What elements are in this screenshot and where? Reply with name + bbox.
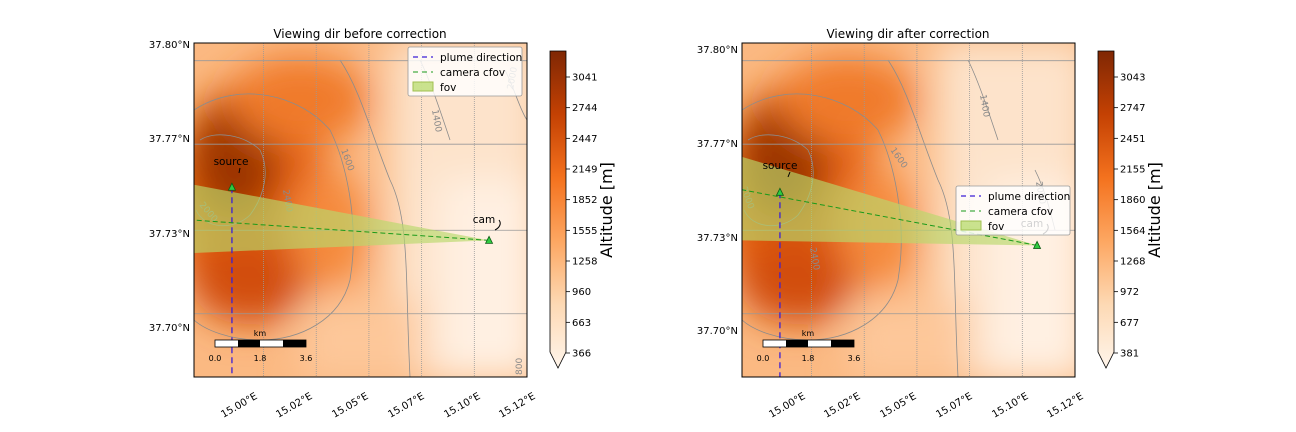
scalebar-unit: km bbox=[802, 329, 815, 338]
terrain-map: 1400 1600 2000 2400 2000 source cam km 0… bbox=[742, 43, 1075, 377]
lat-tick-label: 37.70°N bbox=[697, 326, 738, 337]
legend: plume direction camera cfov fov bbox=[955, 185, 1071, 236]
lat-tick-label: 37.80°N bbox=[149, 40, 190, 51]
lon-tick-label: 15.00°E bbox=[767, 391, 807, 421]
lon-tick-label: 15.00°E bbox=[219, 391, 259, 421]
contour-label: 800 bbox=[515, 358, 525, 375]
lat-tick-label: 37.77°N bbox=[149, 134, 190, 145]
scalebar-label: 0.0 bbox=[757, 354, 770, 363]
colorbar-tick-label: 960 bbox=[572, 287, 591, 298]
colorbar-tick-label: 677 bbox=[1120, 318, 1139, 329]
lat-tick-label: 37.77°N bbox=[697, 139, 738, 150]
source-marker bbox=[227, 182, 237, 191]
contour-label: 1400 bbox=[977, 94, 991, 119]
colorbar-tick-label: 2747 bbox=[1120, 103, 1145, 114]
lat-tick-label: 37.80°N bbox=[697, 45, 738, 56]
map-panel-before: Viewing dir before correction 14 bbox=[149, 27, 616, 421]
annotation-arrow bbox=[787, 171, 791, 178]
legend-item: camera cfov bbox=[440, 67, 505, 79]
colorbar: 3043 2747 2451 2155 1860 1564 1268 972 677 381 Al… bbox=[1097, 50, 1164, 369]
scalebar-label: 1.8 bbox=[802, 354, 815, 363]
contour-label: 1400 bbox=[429, 109, 443, 134]
colorbar-tick-label: 3041 bbox=[572, 73, 597, 84]
scalebar-unit: km bbox=[254, 329, 267, 338]
source-marker bbox=[775, 187, 785, 196]
colorbar-tick-label: 2149 bbox=[572, 165, 597, 176]
scale-bar: km 0.0 1.8 3.6 bbox=[757, 329, 861, 363]
scalebar-label: 3.6 bbox=[848, 354, 861, 363]
camera-marker bbox=[1032, 240, 1042, 249]
lat-tick-label: 37.73°N bbox=[697, 233, 738, 244]
colorbar-label: Altitude [m] bbox=[1145, 162, 1164, 258]
colorbar-tick-label: 663 bbox=[572, 318, 591, 329]
legend-item: fov bbox=[440, 82, 456, 94]
camera-marker bbox=[484, 235, 494, 244]
scalebar-label: 3.6 bbox=[300, 354, 313, 363]
scale-bar: km 0.0 1.8 3.6 bbox=[209, 329, 313, 363]
colorbar-label: Altitude [m] bbox=[597, 162, 616, 258]
colorbar-tick-label: 381 bbox=[1120, 349, 1139, 360]
lon-tick-label: 15.12°E bbox=[1045, 391, 1085, 421]
lon-tick-label: 15.05°E bbox=[878, 391, 918, 421]
lon-tick-label: 15.02°E bbox=[822, 391, 862, 421]
terrain-map: 1400 1600 2000 2400 2000 800 source cam … bbox=[194, 43, 527, 377]
lon-tick-label: 15.07°E bbox=[934, 391, 974, 421]
panel-title: Viewing dir before correction bbox=[273, 27, 446, 41]
legend: plume direction camera cfov fov bbox=[407, 46, 523, 97]
panel-title: Viewing dir after correction bbox=[826, 27, 989, 41]
colorbar-tick-label: 2155 bbox=[1120, 165, 1145, 176]
scalebar-label: 0.0 bbox=[209, 354, 222, 363]
colorbar: 3041 2744 2447 2149 1852 1555 1258 960 663 366 Al… bbox=[549, 50, 616, 369]
lat-tick-label: 37.73°N bbox=[149, 229, 190, 240]
camera-cfov-line bbox=[194, 219, 490, 241]
lon-tick-label: 15.12°E bbox=[497, 391, 537, 421]
colorbar-tick-label: 1555 bbox=[572, 226, 597, 237]
scalebar-label: 1.8 bbox=[254, 354, 267, 363]
axes-frame bbox=[193, 42, 528, 378]
axes-frame bbox=[741, 42, 1076, 378]
annotation-arrow bbox=[238, 167, 241, 174]
colorbar-tick-label: 1852 bbox=[572, 195, 597, 206]
lat-tick-label: 37.70°N bbox=[149, 323, 190, 334]
lon-tick-label: 15.10°E bbox=[442, 391, 482, 421]
colorbar-tick-label: 1564 bbox=[1120, 226, 1145, 237]
fov-area bbox=[194, 184, 490, 254]
colorbar-tick-label: 2451 bbox=[1120, 134, 1145, 145]
contour-label: 2400 bbox=[807, 247, 821, 272]
source-label: source bbox=[214, 156, 249, 168]
colorbar-tick-label: 1268 bbox=[1120, 257, 1145, 268]
lon-tick-label: 15.07°E bbox=[386, 391, 426, 421]
legend-item: plume direction bbox=[988, 191, 1070, 203]
lon-tick-label: 15.05°E bbox=[330, 391, 370, 421]
map-panel-after: Viewing dir after correction 140 bbox=[697, 27, 1164, 421]
lon-tick-label: 15.10°E bbox=[990, 391, 1030, 421]
legend-item: plume direction bbox=[440, 52, 522, 64]
colorbar-tick-label: 1860 bbox=[1120, 195, 1145, 206]
camera-cfov-line bbox=[742, 189, 1038, 246]
legend-item: fov bbox=[988, 221, 1004, 233]
colorbar-tick-label: 2744 bbox=[572, 103, 597, 114]
colorbar-tick-label: 972 bbox=[1120, 287, 1139, 298]
lon-tick-label: 15.02°E bbox=[274, 391, 314, 421]
colorbar-tick-label: 3043 bbox=[1120, 73, 1145, 84]
cam-label: cam bbox=[473, 214, 495, 226]
legend-item: camera cfov bbox=[988, 206, 1053, 218]
colorbar-tick-label: 366 bbox=[572, 349, 591, 360]
colorbar-tick-label: 1258 bbox=[572, 257, 597, 268]
colorbar-tick-label: 2447 bbox=[572, 134, 597, 145]
source-label: source bbox=[763, 160, 798, 172]
annotation-arrow bbox=[494, 219, 501, 231]
